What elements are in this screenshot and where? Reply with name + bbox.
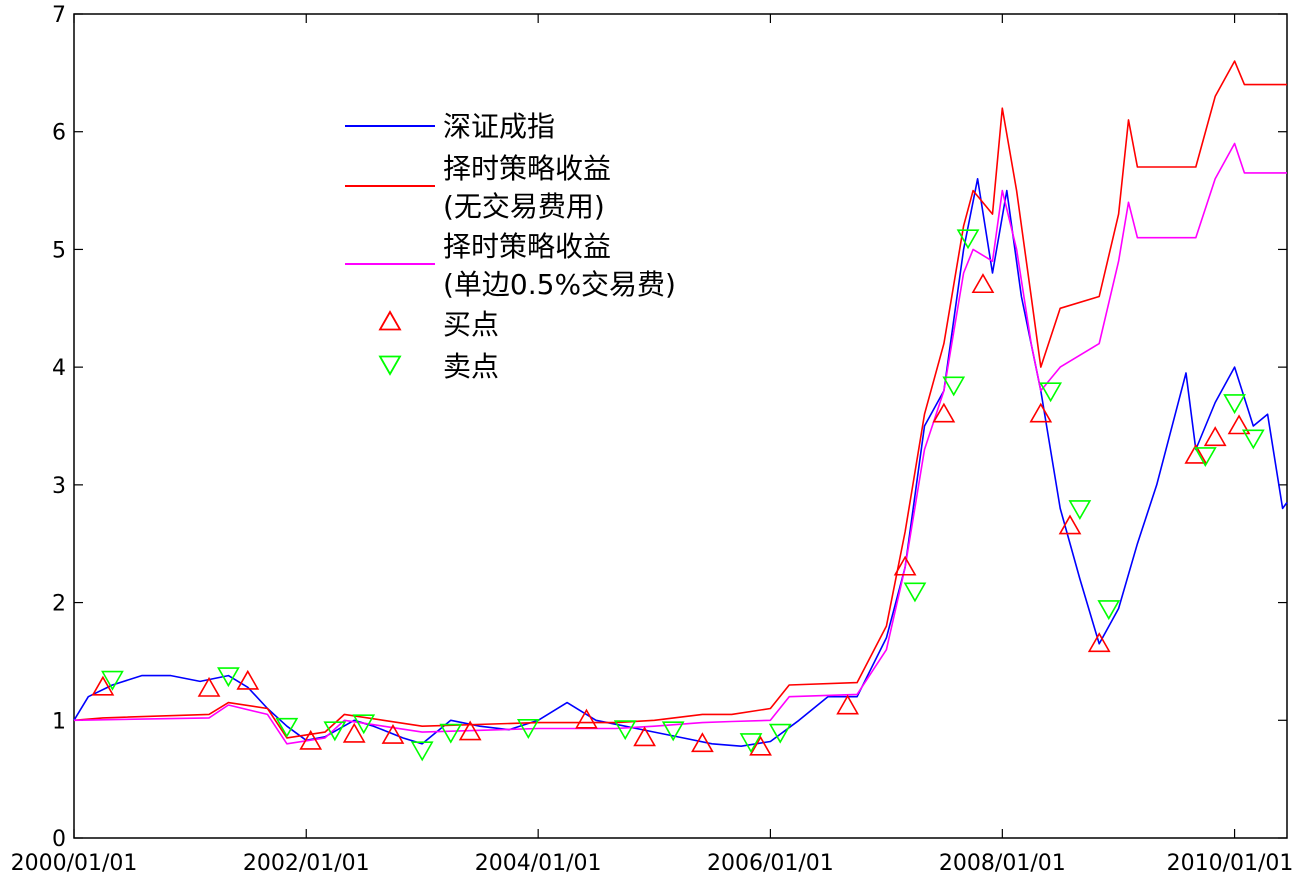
x-tick-label: 2002/01/01 (243, 851, 370, 876)
sell-point-marker (1068, 500, 1092, 521)
sell-point-marker (275, 717, 299, 738)
buy-point-marker (1087, 632, 1111, 653)
buy-point-marker (749, 735, 772, 756)
legend-item-2: 择时策略收益 (单边0.5%交易费) (345, 230, 676, 301)
legend-label: 深证成指 (443, 110, 555, 143)
legend-label: 择时策略收益 (443, 230, 611, 263)
legend-label: 买点 (443, 308, 499, 341)
markers-layer (91, 229, 1265, 762)
y-tick-label: 5 (52, 238, 66, 263)
x-tick-label: 2008/01/01 (939, 851, 1066, 876)
sell-point-marker (956, 229, 980, 250)
series-line-1 (73, 60, 1287, 739)
series-line-2 (73, 142, 1287, 745)
legend-label: 择时策略收益 (443, 152, 611, 185)
x-axis: 2000/01/01 2002/01/01 2004/01/01 2006/01/01… (11, 14, 1294, 876)
buy-point-marker (1058, 514, 1082, 535)
sell-point-marker (739, 733, 763, 754)
y-tick-label: 4 (52, 356, 66, 381)
series-layer (73, 60, 1288, 747)
buy-point-marker (836, 694, 859, 715)
buy-point-marker (691, 732, 714, 753)
y-tick-label: 2 (52, 592, 66, 617)
buy-point-marker (1203, 426, 1227, 447)
series-line-0 (73, 178, 1288, 747)
x-tick-label: 2004/01/01 (475, 851, 602, 876)
sell-point-marker (1223, 394, 1246, 415)
sell-point-marker (1097, 600, 1121, 621)
sell-point-marker (352, 714, 376, 735)
buy-point-marker (342, 722, 366, 743)
sell-point-marker (903, 582, 927, 603)
buy-point-marker (299, 729, 323, 750)
buy-point-marker (458, 720, 482, 741)
buy-point-marker (575, 708, 598, 729)
legend-item-0: 深证成指 (345, 110, 555, 143)
sell-point-marker (768, 723, 792, 744)
y-tick-label: 6 (52, 121, 66, 146)
legend-label: (单边0.5%交易费) (443, 268, 676, 301)
buy-point-marker (633, 726, 656, 747)
sell-point-marker (942, 376, 966, 397)
buy-point-marker (197, 676, 221, 697)
y-tick-label: 3 (52, 474, 66, 499)
plot-area (73, 13, 1288, 839)
buy-point-marker (381, 723, 405, 744)
sell-point-marker (1039, 382, 1063, 403)
legend-label: (无交易费用) (443, 190, 605, 223)
buy-point-marker (932, 402, 956, 423)
buy-point-marker (1227, 414, 1251, 435)
y-axis: 0 1 2 3 4 5 6 7 (52, 3, 1287, 852)
y-tick-label: 7 (52, 3, 66, 28)
legend-marker (378, 355, 402, 376)
sell-point-marker (323, 721, 347, 742)
buy-point-marker (1029, 402, 1053, 423)
buy-point-marker (893, 555, 917, 576)
sell-point-marker (217, 667, 240, 688)
sell-point-marker (101, 670, 124, 691)
sell-point-marker (1193, 447, 1217, 468)
legend-item-4: 卖点 (378, 350, 499, 383)
sell-point-marker (516, 719, 540, 739)
buy-point-marker (236, 669, 260, 690)
x-tick-label: 2006/01/01 (707, 851, 834, 876)
y-tick-label: 1 (52, 709, 66, 734)
buy-point-marker (971, 273, 995, 294)
y-tick-label: 0 (52, 827, 66, 852)
legend-item-1: 择时策略收益 (无交易费用) (345, 152, 611, 223)
sell-point-marker (613, 720, 637, 741)
legend-marker (378, 310, 402, 331)
buy-point-marker (1184, 443, 1208, 464)
buy-point-marker (91, 675, 115, 696)
legend-item-3: 买点 (378, 308, 499, 341)
sell-point-marker (410, 741, 434, 762)
sell-point-marker (439, 723, 463, 744)
legend-label: 卖点 (443, 350, 499, 383)
x-tick-label: 2000/01/01 (11, 851, 138, 876)
sell-point-marker (661, 721, 685, 742)
x-tick-label: 2010/01/01 (1167, 851, 1294, 876)
sell-point-marker (1241, 429, 1265, 450)
